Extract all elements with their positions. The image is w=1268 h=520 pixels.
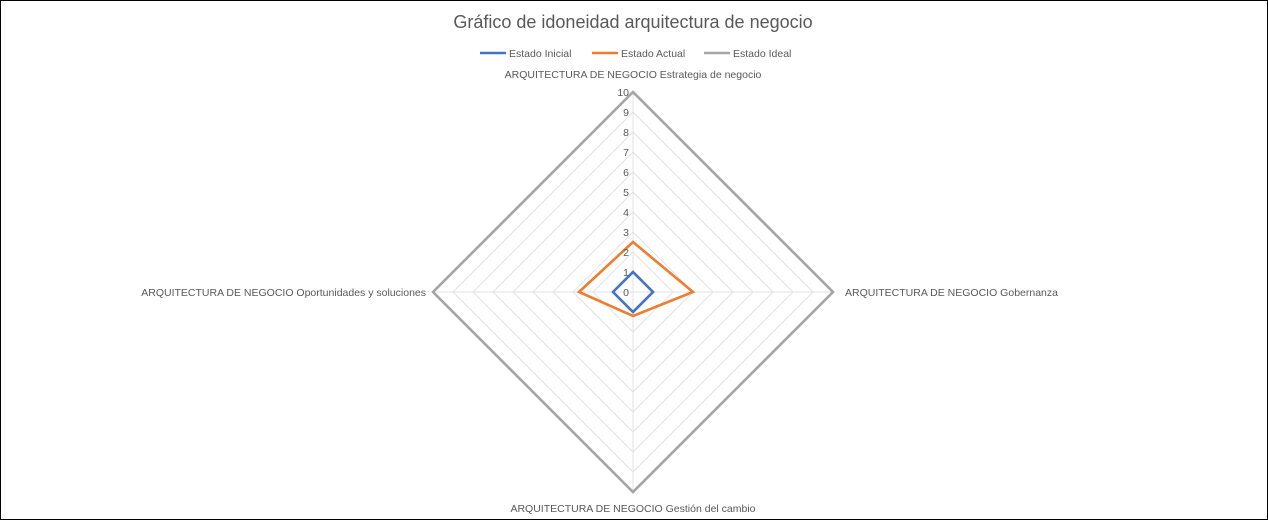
radial-tick-9: 9 bbox=[623, 107, 629, 119]
series-line-estado-ideal bbox=[431, 90, 835, 494]
radial-tick-3: 3 bbox=[623, 227, 629, 239]
series-line-estado-actual bbox=[576, 240, 696, 318]
axis-label-gestion-cambio: ARQUITECTURA DE NEGOCIO Gestión del camb… bbox=[510, 503, 755, 515]
radial-tick-7: 7 bbox=[623, 147, 629, 159]
legend: Estado Inicial Estado Actual Estado Idea… bbox=[480, 48, 791, 60]
radar-series bbox=[431, 90, 835, 494]
radial-tick-labels: 0 1 2 3 4 5 6 7 8 9 10 bbox=[617, 87, 629, 299]
chart-title: Gráfico de idoneidad arquitectura de neg… bbox=[453, 12, 812, 32]
radial-tick-10: 10 bbox=[617, 87, 629, 99]
axis-label-gobernanza: ARQUITECTURA DE NEGOCIO Gobernanza bbox=[845, 287, 1058, 299]
series-line-estado-inicial bbox=[611, 270, 655, 314]
radial-tick-1: 1 bbox=[623, 267, 629, 279]
radial-tick-2: 2 bbox=[623, 247, 629, 259]
axis-label-estrategia: ARQUITECTURA DE NEGOCIO Estrategia de ne… bbox=[505, 69, 762, 81]
legend-label-ideal: Estado Ideal bbox=[733, 48, 791, 60]
radial-tick-6: 6 bbox=[623, 167, 629, 179]
axis-label-oportunidades: ARQUITECTURA DE NEGOCIO Oportunidades y … bbox=[141, 287, 426, 299]
legend-label-inicial: Estado Inicial bbox=[509, 48, 571, 60]
radar-grid bbox=[432, 91, 834, 493]
radial-tick-5: 5 bbox=[623, 187, 629, 199]
radial-tick-4: 4 bbox=[623, 207, 629, 219]
radial-tick-0: 0 bbox=[623, 287, 629, 299]
legend-label-actual: Estado Actual bbox=[621, 48, 685, 60]
radial-tick-8: 8 bbox=[623, 127, 629, 139]
